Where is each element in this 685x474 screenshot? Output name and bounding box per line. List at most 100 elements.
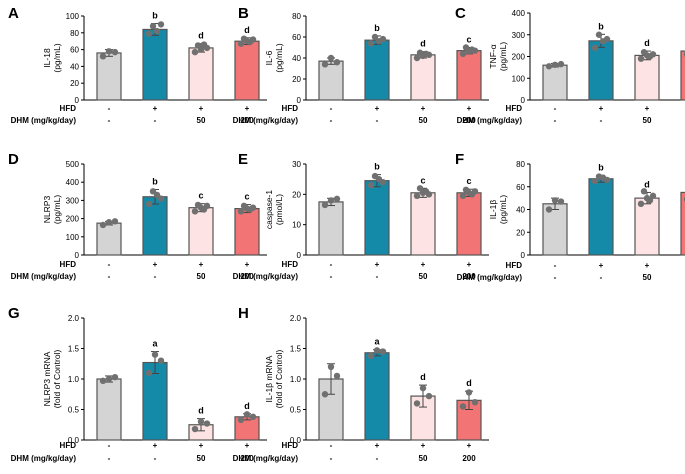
data-point (327, 54, 335, 62)
hfd-value: + (375, 104, 380, 113)
bar-hfd (364, 180, 390, 256)
dhm-value: 50 (419, 454, 428, 463)
dhm-value: 200 (240, 272, 254, 281)
y-tick-label: 20 (70, 79, 79, 88)
y-axis-label: NLRP3 mRNA(fold of Control) (42, 350, 62, 409)
data-point (105, 48, 113, 55)
bar-hfd (142, 361, 168, 441)
data-point (249, 204, 257, 211)
data-point (191, 208, 199, 215)
dhm-value: 50 (197, 454, 206, 463)
row-label-dhm: DHM (mg/kg/day) (233, 272, 299, 281)
data-point (649, 51, 657, 58)
y-tick-label: 80 (516, 160, 525, 169)
y-tick-label: 0 (75, 96, 80, 105)
data-point (545, 206, 553, 213)
y-tick-label: 0.0 (290, 436, 302, 445)
y-tick-label: 0.5 (68, 406, 80, 415)
significance-letter: b (152, 176, 158, 186)
data-point (649, 192, 657, 200)
y-tick-label: 40 (70, 62, 79, 71)
y-tick-label: 100 (512, 74, 526, 83)
dhm-value: - (376, 272, 379, 281)
dhm-value: - (376, 116, 379, 125)
y-tick-label: 40 (516, 206, 525, 215)
data-point (419, 384, 427, 392)
bar-control (96, 378, 122, 441)
dhm-value: 200 (240, 116, 254, 125)
hfd-value: - (108, 441, 111, 450)
data-point (243, 411, 251, 418)
bar-hfd (142, 28, 168, 101)
y-tick-label: 0 (521, 251, 526, 260)
row-label-hfd: HFD (60, 441, 77, 450)
y-tick-label: 0.0 (68, 436, 80, 445)
data-point (151, 351, 159, 358)
panel-h: H 0.0 0.5 1.0 1.5 2.0 IL-1β mRNA(fold of Contr… (233, 305, 489, 463)
y-axis-label-line: IL-1β mRNA (264, 355, 274, 402)
dhm-value: - (554, 273, 557, 282)
bar-control (318, 201, 344, 256)
panel-c: C 0 100 200 300 400 TNF-α(pg/mL) b d c HFD DHM (mg/… (455, 5, 685, 125)
bar-hfd (588, 178, 614, 256)
data-point (111, 48, 119, 56)
y-tick-label: 80 (70, 29, 79, 38)
panel-label: B (238, 5, 249, 22)
hfd-value: + (199, 104, 204, 113)
panel-label: C (455, 5, 466, 22)
bar-hfd-dhm-50 (634, 197, 660, 256)
data-point (191, 425, 199, 433)
bar-hfd-dhm-50 (188, 207, 214, 256)
significance-letter: c (198, 191, 203, 201)
bar-hfd-dhm-200 (680, 191, 685, 256)
data-point (640, 188, 648, 195)
y-axis-label-line: TNF-α (488, 44, 498, 68)
data-point (321, 201, 329, 209)
data-point (413, 400, 421, 407)
hfd-value: + (599, 104, 604, 113)
bar-hfd-dhm-200 (234, 40, 260, 101)
data-point (99, 221, 107, 229)
panel-label: G (8, 305, 20, 322)
y-tick-label: 0 (75, 251, 80, 260)
hfd-value: + (245, 260, 250, 269)
row-label-dhm: DHM (mg/kg/day) (11, 116, 77, 125)
hfd-value: + (421, 441, 426, 450)
y-axis-label: IL-1β mRNA(fold of Control) (264, 350, 284, 409)
data-point (249, 36, 257, 43)
data-point (149, 22, 157, 30)
data-point (551, 61, 559, 68)
panel-f: F 0 20 40 60 80 IL-1β(pg/mL) b d c HFD DHM (mg/kg/d… (455, 151, 685, 282)
significance-letter: d (644, 38, 650, 48)
dhm-value: - (554, 116, 557, 125)
data-point (603, 176, 611, 184)
y-tick-label: 30 (292, 160, 301, 169)
dhm-value: 50 (643, 116, 652, 125)
row-label-dhm: DHM (mg/kg/day) (457, 116, 523, 125)
data-point (471, 188, 479, 195)
y-tick-label: 200 (66, 215, 80, 224)
y-axis-label: TNF-α(pg/mL) (488, 42, 508, 71)
row-label-dhm: DHM (mg/kg/day) (11, 272, 77, 281)
dhm-value: - (600, 116, 603, 125)
panel-d: D 0 100 200 300 400 500 NLRP3(pg/mL) b c c HFD DHM (… (8, 151, 267, 281)
hfd-value: + (153, 441, 158, 450)
hfd-value: + (245, 441, 250, 450)
data-point (459, 50, 467, 57)
y-tick-label: 20 (292, 190, 301, 199)
data-point (379, 179, 387, 186)
data-point (379, 35, 387, 43)
dhm-value: - (154, 454, 157, 463)
y-tick-label: 1.0 (290, 375, 302, 384)
y-tick-label: 20 (292, 75, 301, 84)
dhm-value: 50 (197, 272, 206, 281)
hfd-value: + (645, 104, 650, 113)
hfd-value: - (330, 260, 333, 269)
row-label-hfd: HFD (282, 260, 299, 269)
data-point (471, 398, 479, 406)
data-point (197, 46, 205, 53)
hfd-value: + (245, 104, 250, 113)
data-point (646, 197, 654, 204)
data-point (416, 185, 424, 192)
dhm-value: - (330, 454, 333, 463)
